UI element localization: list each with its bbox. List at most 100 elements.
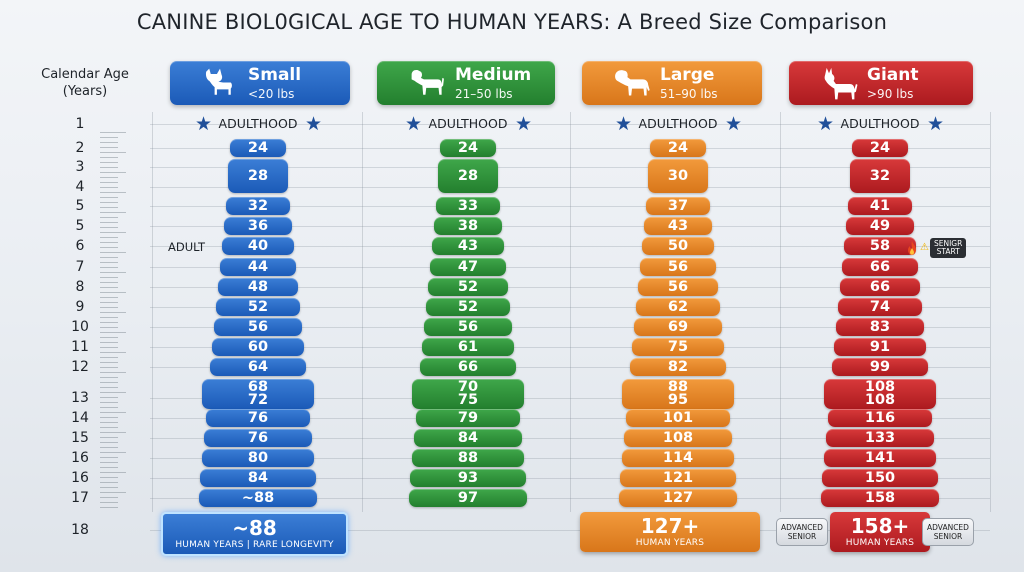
row-gridline [150, 287, 990, 288]
calendar-age-line2: (Years) [62, 84, 108, 99]
small-human-age-pill: 80 [202, 449, 314, 467]
axis-tick [100, 277, 118, 278]
pill-value: 93 [457, 469, 479, 486]
axis-tick [100, 432, 126, 433]
axis-tick [100, 222, 118, 223]
pill-value: 80 [247, 449, 269, 466]
pill-value: 47 [457, 258, 479, 275]
axis-tick [100, 492, 126, 493]
pill-value: 30 [667, 167, 689, 184]
calendar-age-label: 16 [71, 450, 89, 466]
giant-human-age-pill: 83 [836, 318, 924, 336]
axis-tick [100, 487, 118, 488]
axis-tick [100, 177, 118, 178]
small-human-age-pill: 40 [222, 237, 294, 255]
pill-value: 72 [247, 392, 269, 408]
pill-value: 116 [864, 409, 896, 426]
pill-value: 108 [864, 379, 896, 395]
pill-value: 88 [667, 379, 689, 395]
calendar-age-label: 10 [71, 319, 89, 335]
star-icon: ★ [305, 113, 323, 135]
medium-human-age-pill: 47 [430, 258, 506, 276]
giant-footer-value: 158+ [850, 514, 910, 538]
pill-value: 52 [457, 298, 479, 315]
small-human-age-pill: 48 [218, 278, 298, 296]
axis-tick [100, 417, 118, 418]
small-human-age-pill: 84 [200, 469, 316, 487]
star-icon: ★ [195, 113, 213, 135]
axis-tick [100, 507, 118, 508]
pill-value: 50 [667, 237, 689, 254]
pill-value: 84 [247, 469, 269, 486]
axis-tick [100, 182, 118, 183]
axis-tick [100, 152, 126, 153]
pill-value: 62 [667, 298, 689, 315]
adv-left-line2: SENIOR [787, 532, 817, 541]
axis-tick [100, 472, 126, 473]
pill-value: 28 [457, 167, 479, 184]
medium-human-age-pill: 56 [424, 318, 512, 336]
axis-tick [100, 217, 118, 218]
adv-right-line2: SENIOR [933, 532, 963, 541]
pill-value: 33 [457, 197, 479, 214]
giant-human-age-pill: 58 [844, 237, 916, 255]
axis-tick [100, 327, 118, 328]
calendar-age-label: 8 [75, 279, 85, 295]
pill-value: 150 [864, 469, 896, 486]
small-human-age-pill: 24 [230, 139, 286, 157]
star-icon: ★ [817, 113, 835, 135]
warning-icon: ⚠ [920, 242, 929, 253]
calendar-age-label: 15 [71, 430, 89, 446]
medium-header-card: Medium 21–50 lbs [377, 61, 555, 105]
medium-human-age-pill: 70 75 [412, 379, 524, 409]
large-human-age-pill: 50 [642, 237, 714, 255]
axis-tick [100, 372, 126, 373]
title-part1: CANINE BIOL0GICAL AGE TO HUMAN YEARS: [136, 10, 611, 34]
pill-value: 61 [457, 338, 479, 355]
calendar-age-label: 3 [75, 159, 85, 175]
large-header-card: Large 51–90 lbs [582, 61, 762, 105]
chart-title: CANINE BIOL0GICAL AGE TO HUMAN YEARS: A … [0, 10, 1024, 34]
pill-value: 43 [667, 217, 689, 234]
axis-tick [100, 482, 118, 483]
axis-tick [100, 307, 118, 308]
adulthood-marker: ★ ADULTHOOD ★ [393, 114, 543, 134]
large-human-age-pill: 114 [622, 449, 734, 467]
pill-value: 56 [457, 318, 479, 335]
pill-value: 70 [457, 379, 479, 395]
axis-tick [100, 167, 118, 168]
row-gridline [150, 187, 990, 188]
medium-human-age-pill: 28 [438, 159, 498, 193]
adulthood-marker: ★ ADULTHOOD ★ [183, 114, 333, 134]
axis-tick [100, 387, 118, 388]
large-footer-sub: HUMAN YEARS [635, 538, 705, 548]
calendar-age-label: 4 [75, 179, 85, 195]
row-gridline [150, 438, 990, 439]
column-divider [570, 112, 571, 512]
pill-value: 64 [247, 358, 269, 375]
pill-value: 48 [247, 278, 269, 295]
large-human-age-pill: 56 [638, 278, 718, 296]
pill-value: 108 [864, 392, 896, 408]
adulthood-label: ADULTHOOD [218, 116, 298, 131]
axis-tick [100, 287, 118, 288]
column-divider [990, 112, 991, 512]
axis-tick [100, 442, 118, 443]
star-icon: ★ [615, 113, 633, 135]
row-gridline [150, 418, 990, 419]
pill-value: 95 [667, 392, 689, 408]
pill-value: 32 [869, 167, 891, 184]
giant-human-age-pill: 41 [848, 197, 912, 215]
axis-tick [100, 282, 118, 283]
senior-line1: SENIGR [933, 238, 963, 248]
pill-value: 158 [864, 489, 896, 506]
row-gridline [150, 267, 990, 268]
axis-tick [100, 462, 118, 463]
giant-footer-sub: HUMAN YEARS [845, 538, 915, 548]
large-human-age-pill: 82 [630, 358, 726, 376]
medium-human-age-pill: 84 [414, 429, 522, 447]
large-human-age-pill: 37 [646, 197, 710, 215]
adulthood-label: ADULTHOOD [638, 116, 718, 131]
small-human-age-pill: 60 [212, 338, 304, 356]
medium-human-age-pill: 97 [409, 489, 527, 507]
